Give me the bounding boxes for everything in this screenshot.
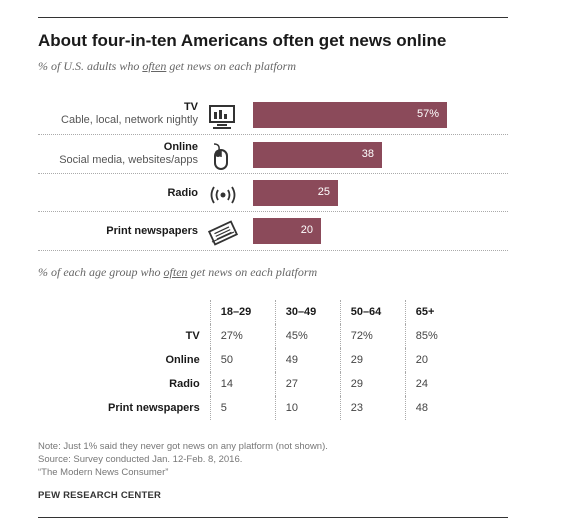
bar: 20 — [253, 218, 321, 244]
age-col-header: 30–49 — [274, 300, 341, 324]
subtitle-emphasis: often — [142, 59, 167, 73]
newspaper-icon — [206, 218, 240, 248]
table-cell: 29 — [339, 372, 406, 396]
radio-icon — [206, 180, 240, 210]
row-separator — [38, 250, 508, 251]
bar-chart: TV Cable, local, network nightly 57% Online… — [0, 0, 569, 260]
table-cell: 48 — [404, 396, 470, 420]
row-label: Print newspapers — [108, 402, 200, 414]
bar-label: Online Social media, websites/apps — [59, 141, 198, 166]
age-table: 18–29 30–49 50–64 65+ TV 27% 45% 72% 85%… — [100, 300, 470, 420]
mouse-icon — [206, 142, 240, 172]
row-separator — [38, 173, 508, 174]
chart-notes: Note: Just 1% said they never got news o… — [38, 440, 328, 479]
table-cell: 50 — [209, 348, 276, 372]
table-cell: 24 — [404, 372, 470, 396]
bar-value-label: 57% — [416, 108, 439, 120]
table-cell: 20 — [404, 348, 470, 372]
chart-title: About four-in-ten Americans often get ne… — [38, 31, 447, 50]
chart-subtitle: % of U.S. adults who often get news on e… — [38, 59, 296, 73]
bar-label: TV Cable, local, network nightly — [61, 101, 198, 126]
table-cell: 14 — [209, 372, 276, 396]
row-separator — [38, 134, 508, 135]
table-cell: 45% — [274, 324, 341, 348]
age-col-header: 65+ — [404, 300, 470, 324]
table-cell: 72% — [339, 324, 406, 348]
bar-row: Print newspapers 20 — [38, 214, 508, 252]
table-cell: 23 — [339, 396, 406, 420]
bar-row: Radio 25 — [38, 176, 508, 214]
age-col-header: 50–64 — [339, 300, 406, 324]
bar: 25 — [253, 180, 338, 206]
bar: 57% — [253, 102, 447, 128]
subtitle2-emphasis: often — [163, 265, 188, 279]
category-description: Cable, local, network nightly — [61, 114, 198, 126]
top-rule — [38, 17, 508, 18]
table-row: TV 27% 45% 72% 85% — [100, 324, 470, 348]
age-table-subtitle: % of each age group who often get news o… — [38, 265, 318, 279]
table-cell: 10 — [274, 396, 341, 420]
bar-value-label: 20 — [300, 224, 313, 236]
org-credit: PEW RESEARCH CENTER — [38, 490, 162, 501]
source-line: Source: Survey conducted Jan. 12-Feb. 8,… — [38, 454, 243, 465]
age-table-corner — [100, 300, 210, 324]
bar-row: Online Social media, websites/apps 38 — [38, 138, 508, 176]
category-label: Print newspapers — [106, 225, 198, 237]
table-cell: 49 — [274, 348, 341, 372]
row-label: Online — [165, 354, 200, 366]
row-separator — [38, 211, 508, 212]
table-cell: 85% — [404, 324, 470, 348]
bar-value-label: 25 — [317, 186, 330, 198]
age-table-header: 18–29 30–49 50–64 65+ — [100, 300, 470, 324]
category-label: Online — [163, 141, 198, 153]
category-description: Social media, websites/apps — [59, 154, 198, 166]
bar-row: TV Cable, local, network nightly 57% — [38, 98, 508, 136]
table-cell: 27 — [274, 372, 341, 396]
bar-label: Print newspapers — [106, 225, 198, 237]
table-row: Print newspapers 5 10 23 48 — [100, 396, 470, 420]
report-line: “The Modern News Consumer” — [38, 467, 169, 478]
table-row: Online 50 49 29 20 — [100, 348, 470, 372]
bar-value-label: 38 — [361, 148, 374, 160]
table-row: Radio 14 27 29 24 — [100, 372, 470, 396]
note-line: Note: Just 1% said they never got news o… — [38, 441, 328, 452]
table-cell: 27% — [209, 324, 276, 348]
tv-icon — [206, 102, 240, 132]
age-col-header: 18–29 — [209, 300, 276, 324]
row-label: TV — [185, 330, 200, 342]
bottom-rule — [38, 517, 508, 518]
bar: 38 — [253, 142, 382, 168]
category-label: Radio — [167, 187, 198, 199]
row-label: Radio — [169, 378, 200, 390]
table-cell: 29 — [339, 348, 406, 372]
table-cell: 5 — [209, 396, 276, 420]
bar-label: Radio — [167, 187, 198, 199]
category-label: TV — [183, 101, 198, 113]
